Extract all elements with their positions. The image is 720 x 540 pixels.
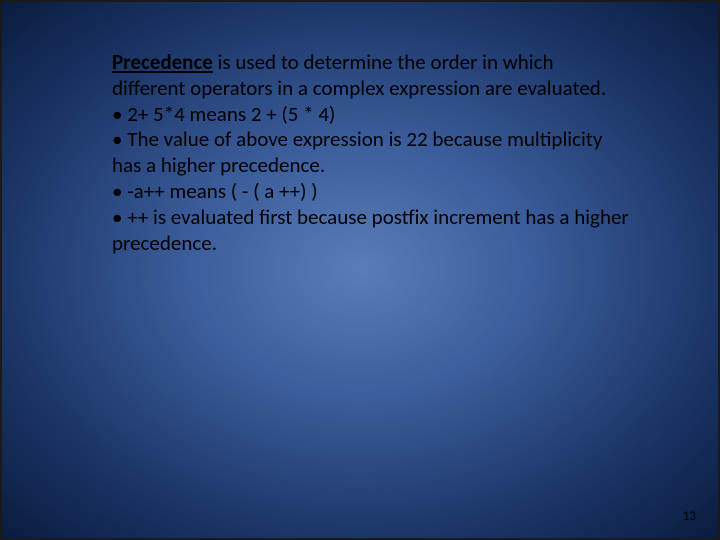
intro-bold-term: Precedence (112, 49, 213, 75)
page-number: 13 (683, 509, 696, 524)
bullet-4: • ++ is evaluated first because postfix … (112, 205, 630, 257)
slide: Precedence is used to determine the orde… (0, 0, 720, 540)
slide-content: Precedence is used to determine the orde… (112, 50, 630, 257)
bullet-2: • The value of above expression is 22 be… (112, 127, 630, 179)
bullet-3: • -a++ means ( - ( a ++) ) (112, 179, 630, 205)
bullet-1: • 2+ 5*4 means 2 + (5 * 4) (112, 102, 630, 128)
intro-text: Precedence is used to determine the orde… (112, 49, 606, 101)
